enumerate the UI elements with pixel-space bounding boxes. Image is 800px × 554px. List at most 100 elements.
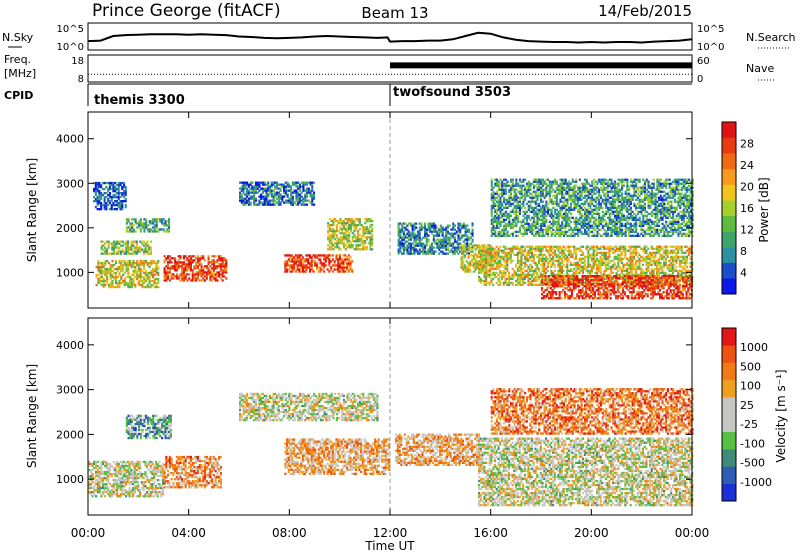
heatmap-cell — [305, 260, 308, 263]
heatmap-cell — [600, 283, 603, 286]
heatmap-cell — [319, 260, 322, 263]
heatmap-cell — [542, 297, 545, 300]
heatmap-cell — [560, 279, 563, 282]
heatmap-cell — [481, 245, 484, 248]
heatmap-cell — [347, 268, 350, 271]
heatmap-cell — [637, 281, 640, 284]
heatmap-cell — [488, 253, 491, 256]
heatmap-cell — [115, 208, 118, 211]
heatmap-cell — [261, 189, 264, 192]
heatmap-cell — [650, 293, 653, 296]
heatmap-cell — [455, 240, 458, 243]
heatmap-cell — [578, 297, 581, 300]
heatmap-cell — [640, 247, 643, 250]
heatmap-cell — [617, 255, 620, 258]
heatmap-cell — [244, 193, 247, 196]
heatmap-cell — [305, 268, 308, 271]
heatmap-cell — [575, 249, 578, 252]
heatmap-cell — [486, 261, 489, 264]
heatmap-cell — [110, 204, 113, 207]
heatmap-cell — [340, 262, 343, 265]
heatmap-cell — [488, 273, 491, 276]
heatmap-cell — [290, 195, 293, 198]
heatmap-cell — [118, 265, 121, 269]
heatmap-cell — [240, 201, 243, 204]
heatmap-cell — [311, 183, 314, 186]
heatmap-cell — [402, 238, 405, 241]
heatmap-cell — [499, 198, 502, 201]
heatmap-cell — [115, 200, 118, 203]
heatmap-cell — [650, 275, 653, 278]
heatmap-cell — [371, 228, 374, 231]
heatmap-cell — [541, 249, 544, 252]
heatmap-cell — [300, 191, 303, 194]
heatmap-cell — [474, 254, 477, 257]
heatmap-cell — [483, 279, 486, 282]
heatmap-cell — [601, 273, 604, 276]
heatmap-cell — [408, 250, 411, 253]
heatmap-cell — [216, 279, 219, 282]
heatmap-cell — [481, 249, 484, 252]
heatmap-cell — [469, 262, 472, 265]
heatmap-cell — [563, 297, 566, 300]
heatmap-cell — [490, 277, 493, 280]
heatmap-cell — [420, 226, 423, 229]
heatmap-cell — [141, 242, 144, 245]
heatmap-cell — [643, 271, 646, 274]
heatmap-cell — [265, 183, 268, 186]
heatmap-cell — [360, 240, 363, 243]
heatmap-cell — [200, 269, 203, 272]
heatmap-cell — [549, 291, 552, 294]
heatmap-cell — [246, 193, 249, 196]
heatmap-cell — [170, 275, 173, 278]
heatmap-cell — [111, 279, 114, 283]
heatmap-cell — [616, 297, 619, 300]
heatmap-cell — [319, 258, 322, 261]
heatmap-cell — [495, 245, 498, 248]
heatmap-cell — [663, 251, 666, 254]
heatmap-cell — [457, 234, 460, 237]
heatmap-cell — [293, 181, 296, 184]
heatmap-cell — [478, 261, 481, 264]
heatmap-cell — [155, 285, 158, 289]
heatmap-cell — [371, 238, 374, 241]
heatmap-cell — [492, 206, 495, 209]
heatmap-cell — [586, 279, 589, 282]
heatmap-cell — [680, 291, 683, 294]
heatmap-cell — [114, 181, 117, 185]
heatmap-cell — [371, 240, 374, 243]
heatmap-cell — [543, 265, 546, 268]
heatmap-cell — [106, 269, 109, 273]
heatmap-cell — [671, 249, 674, 252]
heatmap-cell — [453, 246, 456, 249]
heatmap-cell — [107, 246, 110, 249]
heatmap-cell — [139, 269, 142, 273]
heatmap-cell — [485, 255, 488, 258]
heatmap-cell — [496, 222, 499, 225]
heatmap-cell — [218, 275, 221, 278]
heatmap-cell — [338, 262, 341, 265]
heatmap-cell — [685, 291, 688, 294]
heatmap-cell — [646, 279, 649, 282]
heatmap-cell — [305, 264, 308, 267]
heatmap-cell — [656, 267, 659, 270]
heatmap-cell — [291, 256, 294, 259]
heatmap-cell — [471, 254, 474, 257]
heatmap-cell — [671, 275, 674, 278]
heatmap-cell — [686, 259, 689, 262]
heatmap-cell — [589, 269, 592, 272]
heatmap-cell — [629, 265, 632, 268]
heatmap-cell — [369, 240, 372, 243]
heatmap-cell — [95, 265, 98, 269]
heatmap-cell — [362, 230, 365, 233]
heatmap-cell — [629, 259, 632, 262]
heatmap-cell — [121, 187, 124, 191]
heatmap-cell — [641, 293, 644, 296]
heatmap-cell — [601, 263, 604, 266]
heatmap-cell — [509, 277, 512, 280]
heatmap-cell — [106, 279, 109, 283]
heatmap-cell — [667, 283, 670, 286]
heatmap-cell — [135, 246, 138, 249]
heatmap-cell — [157, 228, 160, 231]
heatmap-cell — [636, 251, 639, 254]
